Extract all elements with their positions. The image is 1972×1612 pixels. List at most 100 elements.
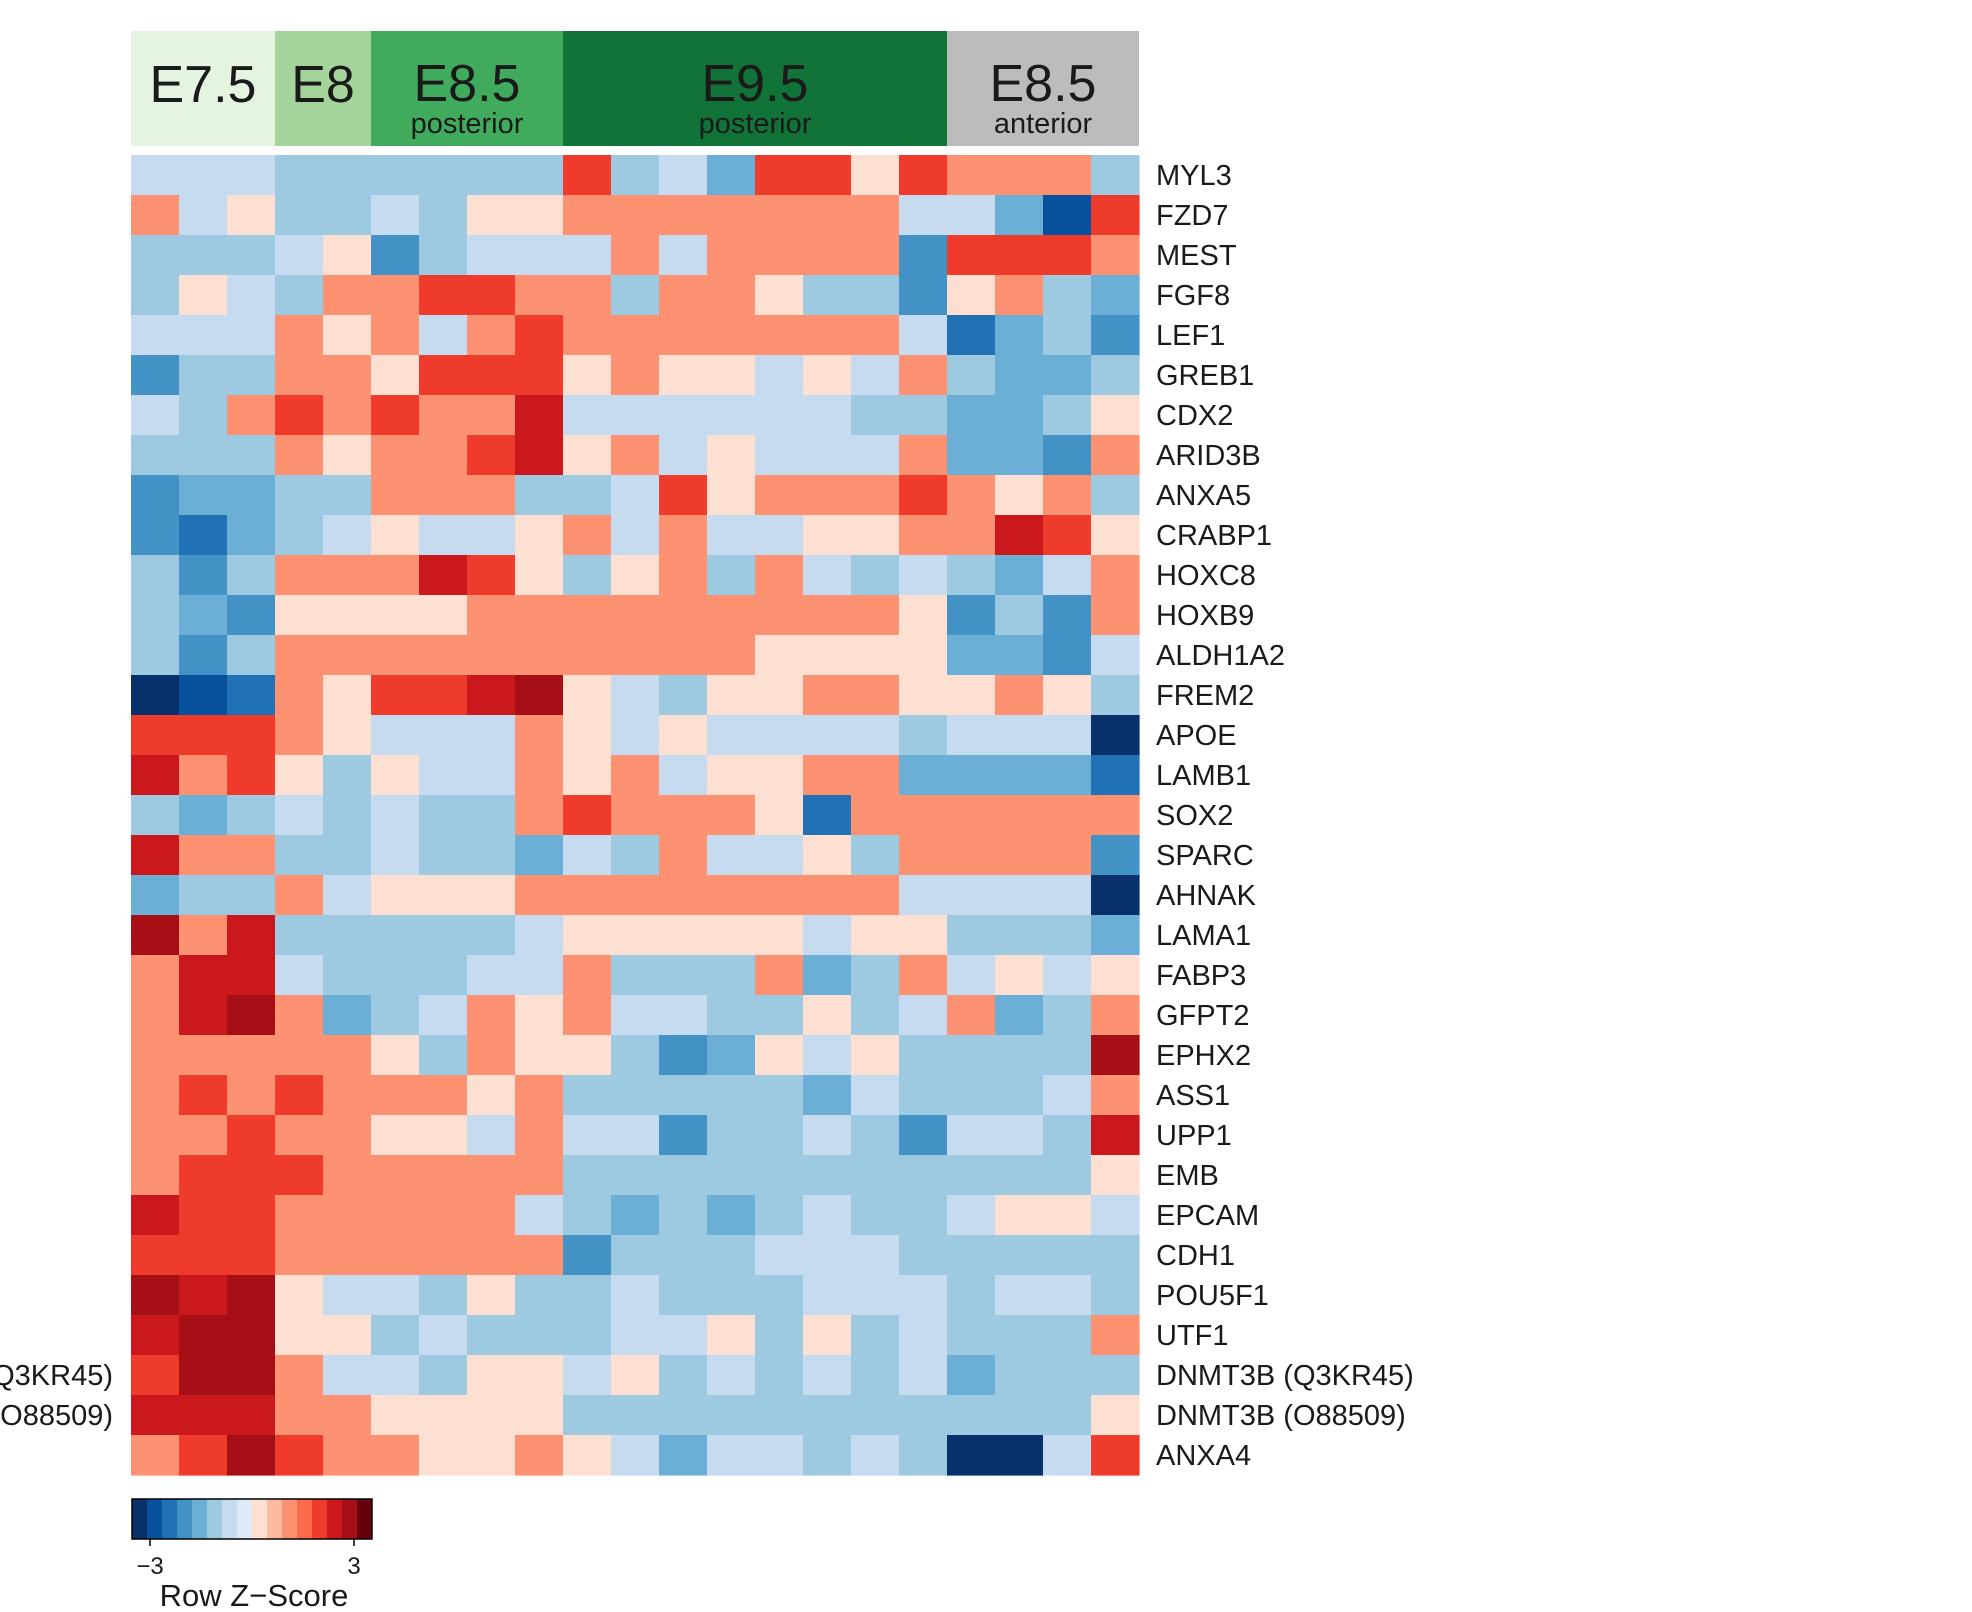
heat-cell xyxy=(179,835,228,876)
colorbar-swatch xyxy=(237,1499,253,1539)
heat-cell xyxy=(1043,155,1092,196)
heat-cell xyxy=(467,155,516,196)
heat-cell xyxy=(851,1115,900,1156)
heat-cell xyxy=(371,995,420,1036)
heat-cell xyxy=(707,915,756,956)
heat-cell xyxy=(611,915,660,956)
heat-cell xyxy=(323,1075,372,1116)
heat-cell xyxy=(899,635,948,676)
heat-cell xyxy=(947,355,996,396)
heat-cell xyxy=(323,355,372,396)
heat-cell xyxy=(947,1075,996,1116)
heat-cell xyxy=(371,395,420,436)
heat-cell xyxy=(371,475,420,516)
heat-cell xyxy=(179,475,228,516)
heat-cell xyxy=(1091,555,1140,596)
heat-cell xyxy=(179,195,228,236)
heat-cell xyxy=(419,355,468,396)
heat-cell xyxy=(947,1275,996,1316)
heat-cell xyxy=(659,1115,708,1156)
heat-cell xyxy=(1043,275,1092,316)
heat-cell xyxy=(995,275,1044,316)
row-label-myl3: MYL3 xyxy=(1156,160,1232,192)
heat-cell xyxy=(467,1275,516,1316)
heat-cell xyxy=(131,1035,180,1076)
heat-cell xyxy=(611,795,660,836)
heat-cell xyxy=(755,715,804,756)
heat-cell xyxy=(659,355,708,396)
heat-cell xyxy=(419,155,468,196)
heat-cell xyxy=(899,515,948,556)
colorbar-swatch xyxy=(192,1499,208,1539)
heat-cell xyxy=(851,1315,900,1356)
heat-cell xyxy=(1091,1275,1140,1316)
heat-cell xyxy=(275,1075,324,1116)
heat-cell xyxy=(1091,195,1140,236)
heat-cell xyxy=(515,355,564,396)
group-label-e7-5: E7.5 xyxy=(150,56,257,114)
heat-cell xyxy=(707,1195,756,1236)
row-label-cdh1: CDH1 xyxy=(1156,1240,1235,1272)
heat-cell xyxy=(803,275,852,316)
heat-cell xyxy=(275,555,324,596)
heat-cell xyxy=(899,235,948,276)
heat-cell xyxy=(755,315,804,356)
heat-cell xyxy=(947,635,996,676)
row-label-fabp3: FABP3 xyxy=(1156,960,1246,992)
heat-cell xyxy=(1043,1395,1092,1436)
heat-cell xyxy=(1043,675,1092,716)
heat-cell xyxy=(995,955,1044,996)
heat-cell xyxy=(755,435,804,476)
heat-cell xyxy=(1091,475,1140,516)
heat-cell xyxy=(611,435,660,476)
heat-cell xyxy=(947,1115,996,1156)
heat-cell xyxy=(899,555,948,596)
heat-cell xyxy=(131,1275,180,1316)
heat-cell xyxy=(131,1235,180,1276)
heat-cell xyxy=(851,1195,900,1236)
heat-cell xyxy=(419,1195,468,1236)
heat-cell xyxy=(179,235,228,276)
heat-cell xyxy=(899,715,948,756)
heat-cell xyxy=(947,515,996,556)
heat-cell xyxy=(803,1195,852,1236)
heat-cell xyxy=(371,1275,420,1316)
heat-cell xyxy=(611,315,660,356)
heat-cell xyxy=(707,955,756,996)
heat-cell xyxy=(467,1155,516,1196)
heat-cell xyxy=(707,1235,756,1276)
heat-cell xyxy=(419,555,468,596)
group-band-e8 xyxy=(275,31,371,146)
heat-cell xyxy=(995,1275,1044,1316)
heat-cell xyxy=(227,955,276,996)
heat-cell xyxy=(611,675,660,716)
heat-cell xyxy=(755,1075,804,1116)
row-label-lamb1: LAMB1 xyxy=(1156,760,1251,792)
heat-cell xyxy=(659,955,708,996)
heat-cell xyxy=(419,755,468,796)
heat-cell xyxy=(947,675,996,716)
heat-cell xyxy=(755,875,804,916)
heat-cell xyxy=(1043,1355,1092,1396)
heat-cell xyxy=(851,1275,900,1316)
row-label-crabp1: CRABP1 xyxy=(1156,520,1272,552)
heat-cell xyxy=(899,795,948,836)
heat-cell xyxy=(515,235,564,276)
left-clipped-labels: Q3KR45) O88509) xyxy=(0,1360,113,1432)
heat-cell xyxy=(227,1195,276,1236)
heat-cell xyxy=(707,635,756,676)
heat-cell xyxy=(803,915,852,956)
heat-cell xyxy=(803,1235,852,1276)
heat-cell xyxy=(515,915,564,956)
heat-cell xyxy=(707,315,756,356)
heat-cell xyxy=(947,1395,996,1436)
heat-cell xyxy=(947,235,996,276)
heat-cell xyxy=(803,1275,852,1316)
heat-cell xyxy=(1043,1195,1092,1236)
heat-cell xyxy=(563,1395,612,1436)
heat-cell xyxy=(323,1435,372,1476)
heat-cell xyxy=(563,755,612,796)
heat-cell xyxy=(851,835,900,876)
heat-cell xyxy=(419,715,468,756)
heat-cell xyxy=(851,915,900,956)
